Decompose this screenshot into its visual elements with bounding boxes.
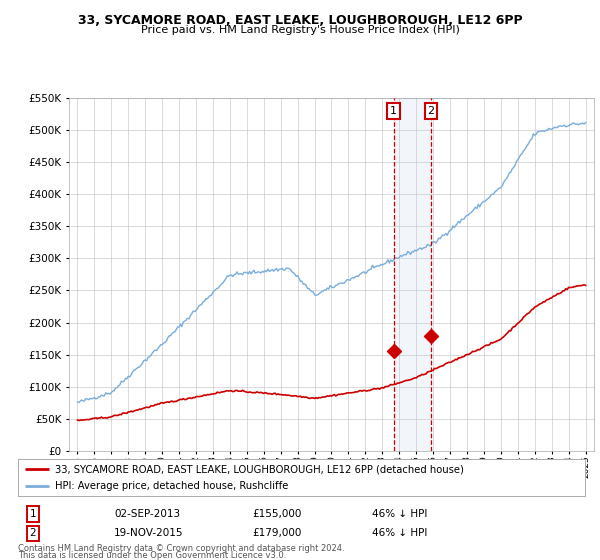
Text: 1: 1 [29, 509, 37, 519]
Text: 33, SYCAMORE ROAD, EAST LEAKE, LOUGHBOROUGH, LE12 6PP (detached house): 33, SYCAMORE ROAD, EAST LEAKE, LOUGHBORO… [55, 464, 464, 474]
Text: Price paid vs. HM Land Registry's House Price Index (HPI): Price paid vs. HM Land Registry's House … [140, 25, 460, 35]
Text: 1: 1 [390, 106, 397, 116]
Text: 46% ↓ HPI: 46% ↓ HPI [372, 528, 427, 538]
Text: 33, SYCAMORE ROAD, EAST LEAKE, LOUGHBOROUGH, LE12 6PP: 33, SYCAMORE ROAD, EAST LEAKE, LOUGHBORO… [77, 14, 523, 27]
Text: Contains HM Land Registry data © Crown copyright and database right 2024.: Contains HM Land Registry data © Crown c… [18, 544, 344, 553]
Text: 46% ↓ HPI: 46% ↓ HPI [372, 509, 427, 519]
Text: 2: 2 [29, 528, 37, 538]
Text: 02-SEP-2013: 02-SEP-2013 [114, 509, 180, 519]
Text: This data is licensed under the Open Government Licence v3.0.: This data is licensed under the Open Gov… [18, 551, 286, 560]
Text: £155,000: £155,000 [252, 509, 301, 519]
Text: 19-NOV-2015: 19-NOV-2015 [114, 528, 184, 538]
Bar [394, 98, 431, 451]
Text: 2: 2 [428, 106, 434, 116]
Text: HPI: Average price, detached house, Rushcliffe: HPI: Average price, detached house, Rush… [55, 481, 288, 491]
Text: £179,000: £179,000 [252, 528, 301, 538]
